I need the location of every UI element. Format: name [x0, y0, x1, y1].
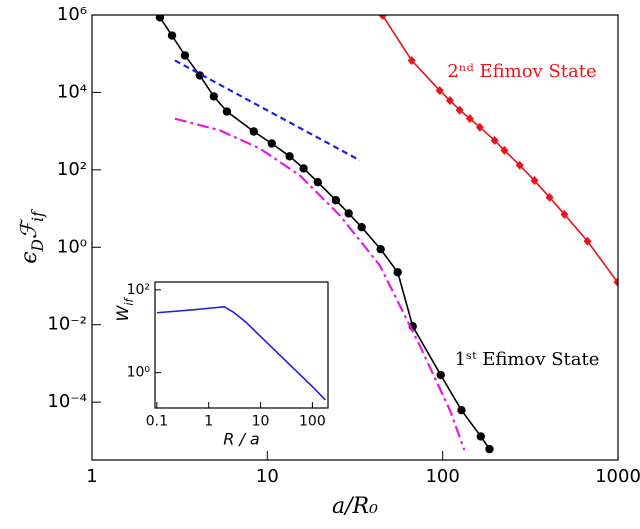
y-tick-label: 10⁶ — [57, 4, 87, 25]
y-label-part: D — [29, 239, 47, 252]
x-tick-label: 10 — [256, 466, 279, 487]
y-tick-label: 10⁻⁴ — [47, 391, 87, 412]
x-axis-label: a/R₀ — [332, 494, 378, 519]
annotation: 1ˢᵗ Efimov State — [455, 349, 600, 370]
data-point — [180, 51, 190, 60]
data-point — [222, 107, 232, 116]
data-point — [515, 160, 524, 170]
data-point — [167, 31, 177, 40]
data-point — [476, 432, 485, 441]
y-tick-label: 10² — [127, 282, 150, 298]
y-tick-label: 10⁰ — [127, 365, 151, 381]
data-point — [299, 164, 308, 173]
data-point — [485, 444, 494, 454]
data-point — [475, 122, 484, 132]
y-tick-label: 10⁰ — [57, 236, 87, 257]
x-tick-label: 1 — [86, 466, 97, 487]
y-axis-label: Wif — [113, 297, 136, 322]
series-line — [174, 59, 361, 162]
series-line — [174, 117, 466, 451]
x-tick-label: 10 — [252, 413, 270, 429]
data-point — [445, 95, 454, 105]
y-label-part: ℱ — [17, 218, 42, 239]
x-tick-label: 100 — [425, 466, 459, 487]
y-tick-label: 10⁻² — [47, 314, 87, 335]
x-tick-label: 1000 — [595, 466, 640, 487]
data-point — [500, 145, 509, 155]
plot-area — [155, 15, 618, 454]
data-point — [436, 370, 445, 380]
y-tick-label: 10² — [57, 159, 87, 180]
data-point — [457, 405, 466, 415]
data-point — [465, 114, 474, 124]
series-line — [156, 305, 326, 401]
data-point — [490, 135, 499, 145]
data-point — [407, 55, 416, 65]
data-point — [344, 209, 353, 218]
data-point — [313, 177, 322, 187]
data-point — [209, 92, 218, 101]
main-plot: 1 10 100 1000 10⁻⁴ 10⁻² 10⁰ 10² 10⁴ 10⁶ a/R₀ ϵDℱif 2… — [17, 4, 640, 519]
x-tick-label: 1 — [204, 413, 213, 429]
data-point — [357, 223, 366, 232]
data-point — [267, 139, 276, 148]
x-axis-label: R / a — [223, 430, 259, 449]
plot-area — [156, 305, 326, 401]
data-point — [583, 236, 592, 246]
data-point — [435, 86, 444, 96]
annotation: 2ⁿᵈ Efimov State — [447, 61, 596, 82]
data-point — [545, 192, 554, 202]
data-point — [376, 245, 385, 254]
y-label-part: if — [123, 297, 136, 306]
data-point — [455, 105, 464, 115]
data-point — [378, 15, 387, 21]
inset: 0.1 1 10 100 10⁰ 10² R / a Wif — [113, 281, 329, 449]
y-axis-label: ϵDℱif — [17, 209, 47, 264]
data-point — [613, 277, 618, 287]
plot-frame — [91, 14, 619, 461]
data-point — [331, 196, 341, 205]
y-label-part: ϵ — [17, 251, 42, 263]
y-tick-label: 10⁴ — [57, 81, 87, 102]
data-point — [195, 71, 205, 80]
data-point — [155, 15, 165, 22]
data-point — [393, 268, 402, 277]
x-tick-label: 100 — [299, 413, 326, 429]
y-label-part: if — [29, 209, 47, 222]
series-line — [382, 15, 618, 283]
data-point — [560, 209, 569, 219]
plot-frame — [154, 281, 329, 409]
data-point — [285, 152, 294, 161]
x-tick-label: 0.1 — [146, 413, 168, 429]
y-label-part: W — [113, 304, 132, 321]
data-point — [530, 176, 539, 186]
inset-background — [155, 282, 328, 408]
data-point — [249, 127, 258, 136]
